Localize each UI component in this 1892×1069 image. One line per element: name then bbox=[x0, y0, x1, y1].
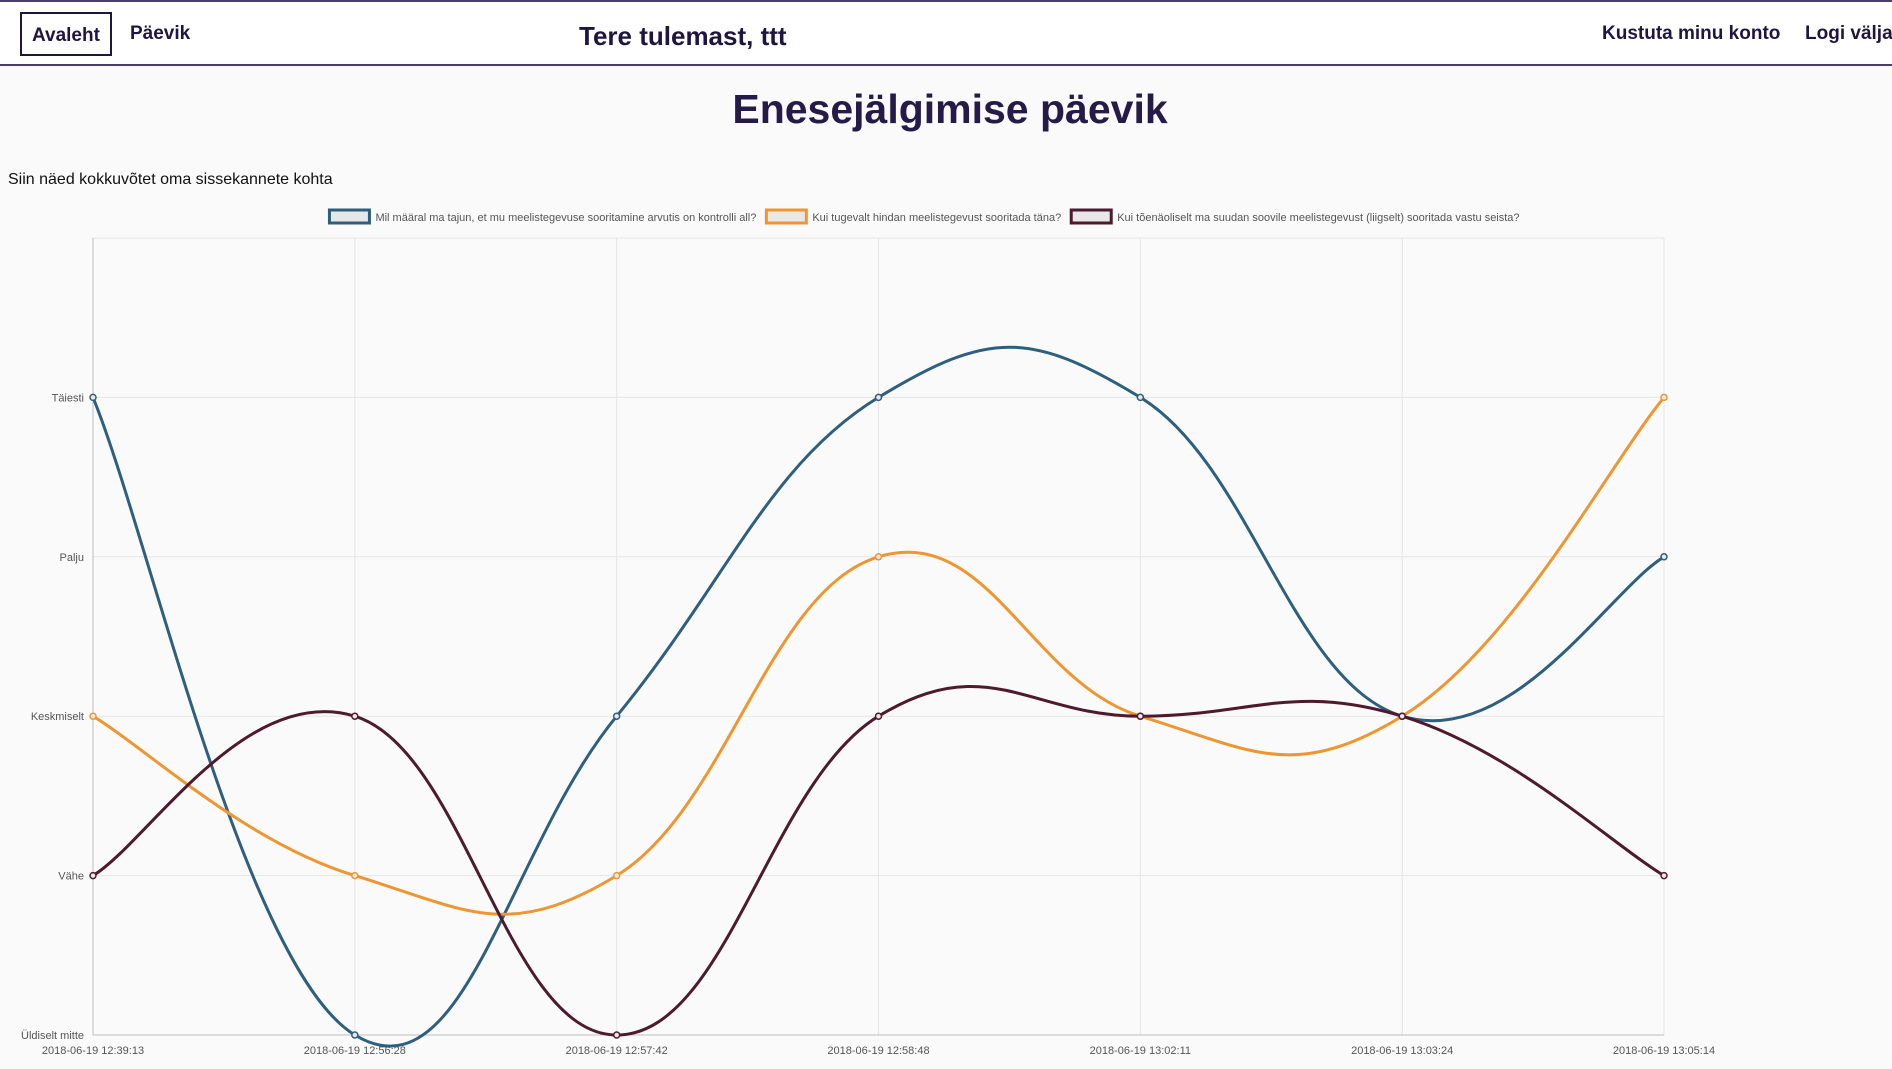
data-point bbox=[89, 871, 97, 880]
data-point bbox=[612, 712, 621, 720]
x-tick-label: 2018-06-19 13:02:11 bbox=[1090, 1045, 1191, 1057]
data-point bbox=[874, 553, 883, 561]
data-point bbox=[612, 1031, 621, 1039]
data-point bbox=[1136, 712, 1145, 720]
data-point bbox=[874, 393, 883, 402]
x-tick-label: 2018-06-19 13:03:24 bbox=[1351, 1045, 1453, 1057]
legend-swatch bbox=[327, 208, 371, 225]
line-chart: Üldiselt mitte Vähe Keskmiselt Palju Täiesti… bbox=[21, 208, 1715, 1057]
x-tick-label: 2018-06-19 12:39:13 bbox=[42, 1045, 144, 1057]
logout-link[interactable]: Logi välja bbox=[1805, 23, 1892, 44]
y-tick-label: Palju bbox=[60, 552, 84, 564]
y-tick-label: Vähe bbox=[58, 871, 84, 883]
data-point bbox=[874, 712, 883, 720]
data-point bbox=[351, 712, 359, 720]
data-point bbox=[351, 871, 359, 880]
x-tick-label: 2018-06-19 12:56:28 bbox=[304, 1045, 406, 1057]
y-tick-label: Üldiselt mitte bbox=[21, 1030, 84, 1042]
data-point bbox=[1660, 553, 1668, 561]
delete-account-link[interactable]: Kustuta minu konto bbox=[1602, 23, 1781, 44]
data-point bbox=[1398, 712, 1406, 720]
y-tick-label: Keskmiselt bbox=[31, 711, 84, 723]
data-point bbox=[89, 712, 97, 720]
legend-label: Kui tugevalt hindan meelistegevust soori… bbox=[812, 212, 1061, 224]
legend-swatch bbox=[764, 208, 808, 225]
data-point bbox=[1136, 393, 1145, 402]
x-tick-label: 2018-06-19 13:05:14 bbox=[1613, 1045, 1715, 1057]
nav-home-link[interactable]: Avaleht bbox=[20, 12, 112, 56]
x-tick-label: 2018-06-19 12:57:42 bbox=[566, 1045, 668, 1057]
nav-diary-link[interactable]: Päevik bbox=[130, 23, 191, 44]
legend-label: Kui tõenäoliselt ma suudan soovile meeli… bbox=[1117, 212, 1519, 224]
data-point bbox=[89, 393, 97, 402]
data-point bbox=[351, 1031, 359, 1039]
data-point bbox=[1660, 393, 1668, 402]
y-tick-label: Täiesti bbox=[52, 392, 84, 404]
intro-text: Siin näed kokkuvõtet oma sissekannete ko… bbox=[8, 171, 333, 188]
legend-swatch bbox=[1069, 208, 1113, 225]
page-title: Enesejälgimise päevik bbox=[732, 86, 1168, 132]
data-point bbox=[612, 871, 621, 880]
legend-label: Mil määral ma tajun, et mu meelistegevus… bbox=[375, 212, 756, 224]
data-point bbox=[1660, 871, 1668, 880]
x-tick-label: 2018-06-19 12:58:48 bbox=[827, 1045, 929, 1057]
welcome-message: Tere tulemast, ttt bbox=[579, 21, 787, 51]
top-navigation: Avaleht Päevik Tere tulemast, ttt Kustut… bbox=[0, 0, 1892, 66]
